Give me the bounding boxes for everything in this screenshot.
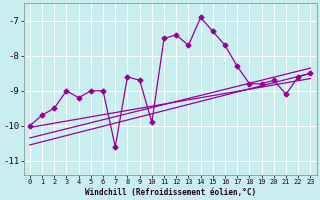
X-axis label: Windchill (Refroidissement éolien,°C): Windchill (Refroidissement éolien,°C) — [84, 188, 256, 197]
